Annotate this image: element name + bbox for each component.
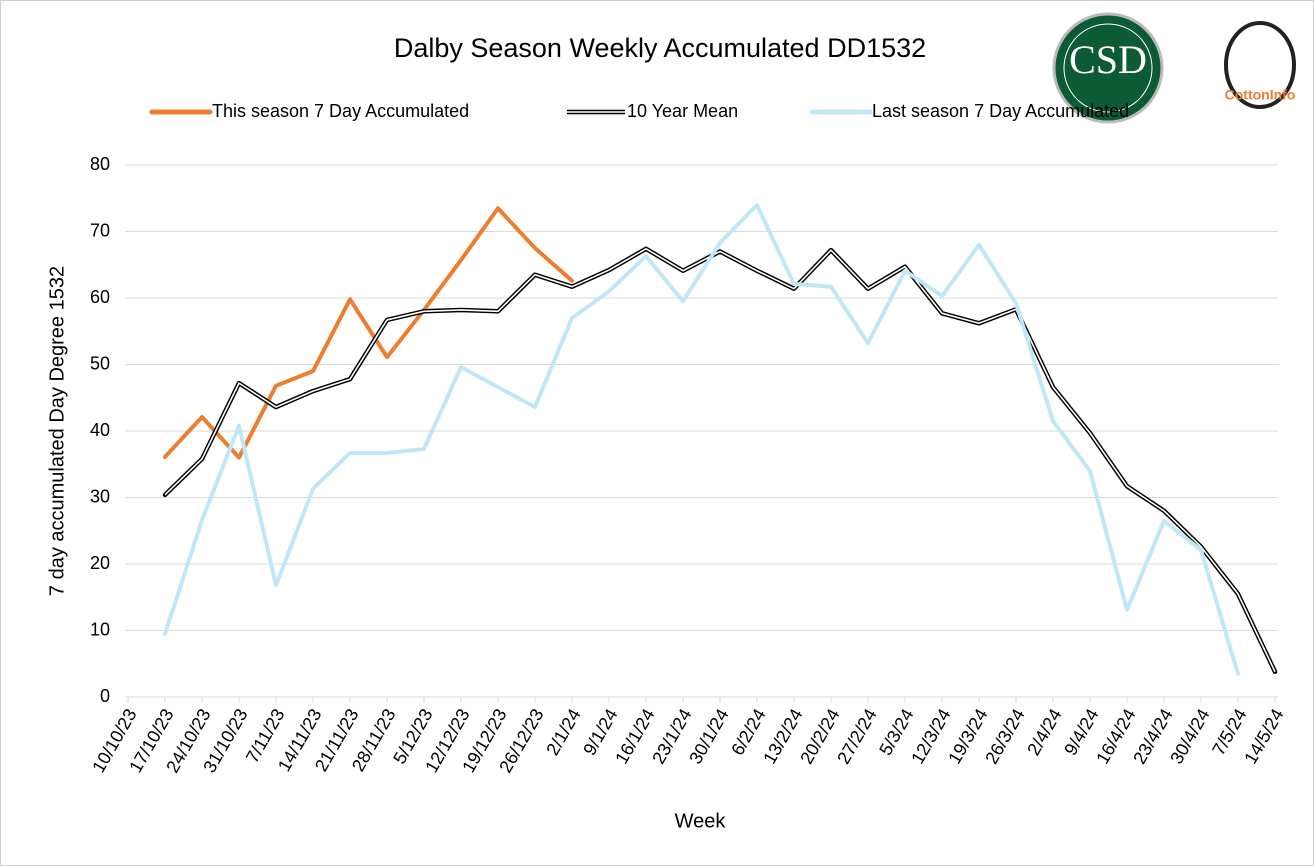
logo-ring [1063,23,1153,113]
y-tick-label: 10 [90,619,110,639]
y-tick-label: 40 [90,420,110,440]
y-tick-label: 70 [90,220,110,240]
legend-item: This season 7 Day Accumulated [149,101,469,121]
legend-item: 10 Year Mean [567,101,738,121]
legend-item: Last season 7 Day Accumulated [809,101,1129,121]
y-axis-title: 7 day accumulated Day Degree 1532 [46,266,68,596]
legend-label: 10 Year Mean [627,101,738,121]
cottoninfo-logo: CottonInfo [1224,21,1296,109]
logo-shape [1224,21,1296,109]
legend-label: This season 7 Day Accumulated [212,101,469,121]
csd-logo: CSD [1052,12,1164,124]
y-tick-label: 20 [90,553,110,573]
legend-label: Last season 7 Day Accumulated [872,101,1129,121]
y-tick-label: 30 [90,486,110,506]
plot-area: 0102030405060708010/10/2317/10/2324/10/2… [88,101,1287,776]
chart-title: Dalby Season Weekly Accumulated DD1532 [394,33,926,63]
y-tick-label: 80 [90,154,110,174]
logo-text: CottonInfo [1225,87,1296,103]
y-tick-label: 60 [90,287,110,307]
logo-text: CSD [1069,37,1147,82]
logo-badge [1052,12,1164,124]
series-line-core [164,247,1276,673]
series-line [163,202,1240,676]
series-line [163,206,574,460]
x-axis-title: Week [675,810,727,832]
y-tick-label: 0 [100,686,110,706]
y-tick-label: 50 [90,353,110,373]
